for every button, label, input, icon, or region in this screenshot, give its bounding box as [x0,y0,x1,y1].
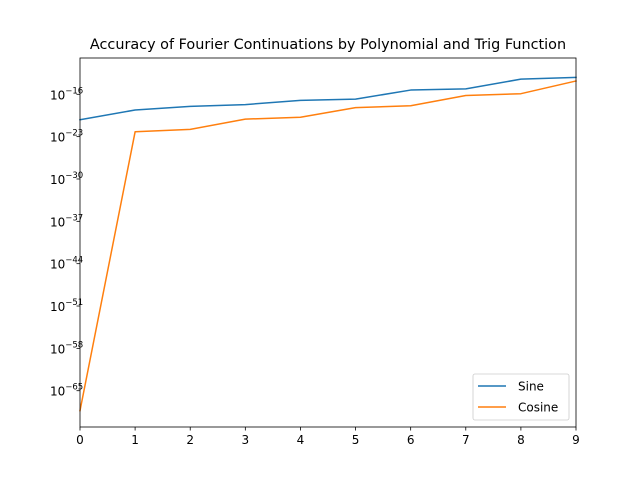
chart-title: Accuracy of Fourier Continuations by Pol… [90,37,566,53]
x-tick-label: 1 [131,433,139,447]
y-tick-label: 10−23 [50,129,83,145]
x-tick-label: 8 [517,433,525,447]
x-tick-label: 7 [462,433,470,447]
x-tick-label: 3 [242,433,250,447]
y-tick-label: 10−30 [50,171,83,187]
x-tick-label: 4 [297,433,305,447]
y-tick-label: 10−65 [50,383,83,399]
y-tick-label: 10−58 [50,340,83,356]
legend: Sine Cosine [472,373,570,421]
x-axis: 0 1 2 3 4 5 6 7 8 9 [76,427,580,447]
y-tick-label: 10−44 [50,256,83,272]
series-line-sine [79,76,577,121]
series-line-cosine [79,80,577,412]
x-tick-label: 2 [186,433,194,447]
y-tick-label: 10−51 [50,298,83,314]
plot-frame [79,57,577,428]
legend-label-cosine: Cosine [518,401,558,415]
x-tick-label: 9 [572,433,580,447]
x-tick-label: 5 [352,433,360,447]
x-tick-label: 0 [76,433,84,447]
y-axis: 10−16 10−23 10−30 10−37 10−44 10−51 10−58 10−65 [50,86,83,398]
legend-label-sine: Sine [518,380,544,394]
y-tick-label: 10−37 [50,213,83,229]
y-tick-label: 10−16 [50,86,83,102]
series-layer [79,76,577,412]
x-tick-label: 6 [407,433,415,447]
